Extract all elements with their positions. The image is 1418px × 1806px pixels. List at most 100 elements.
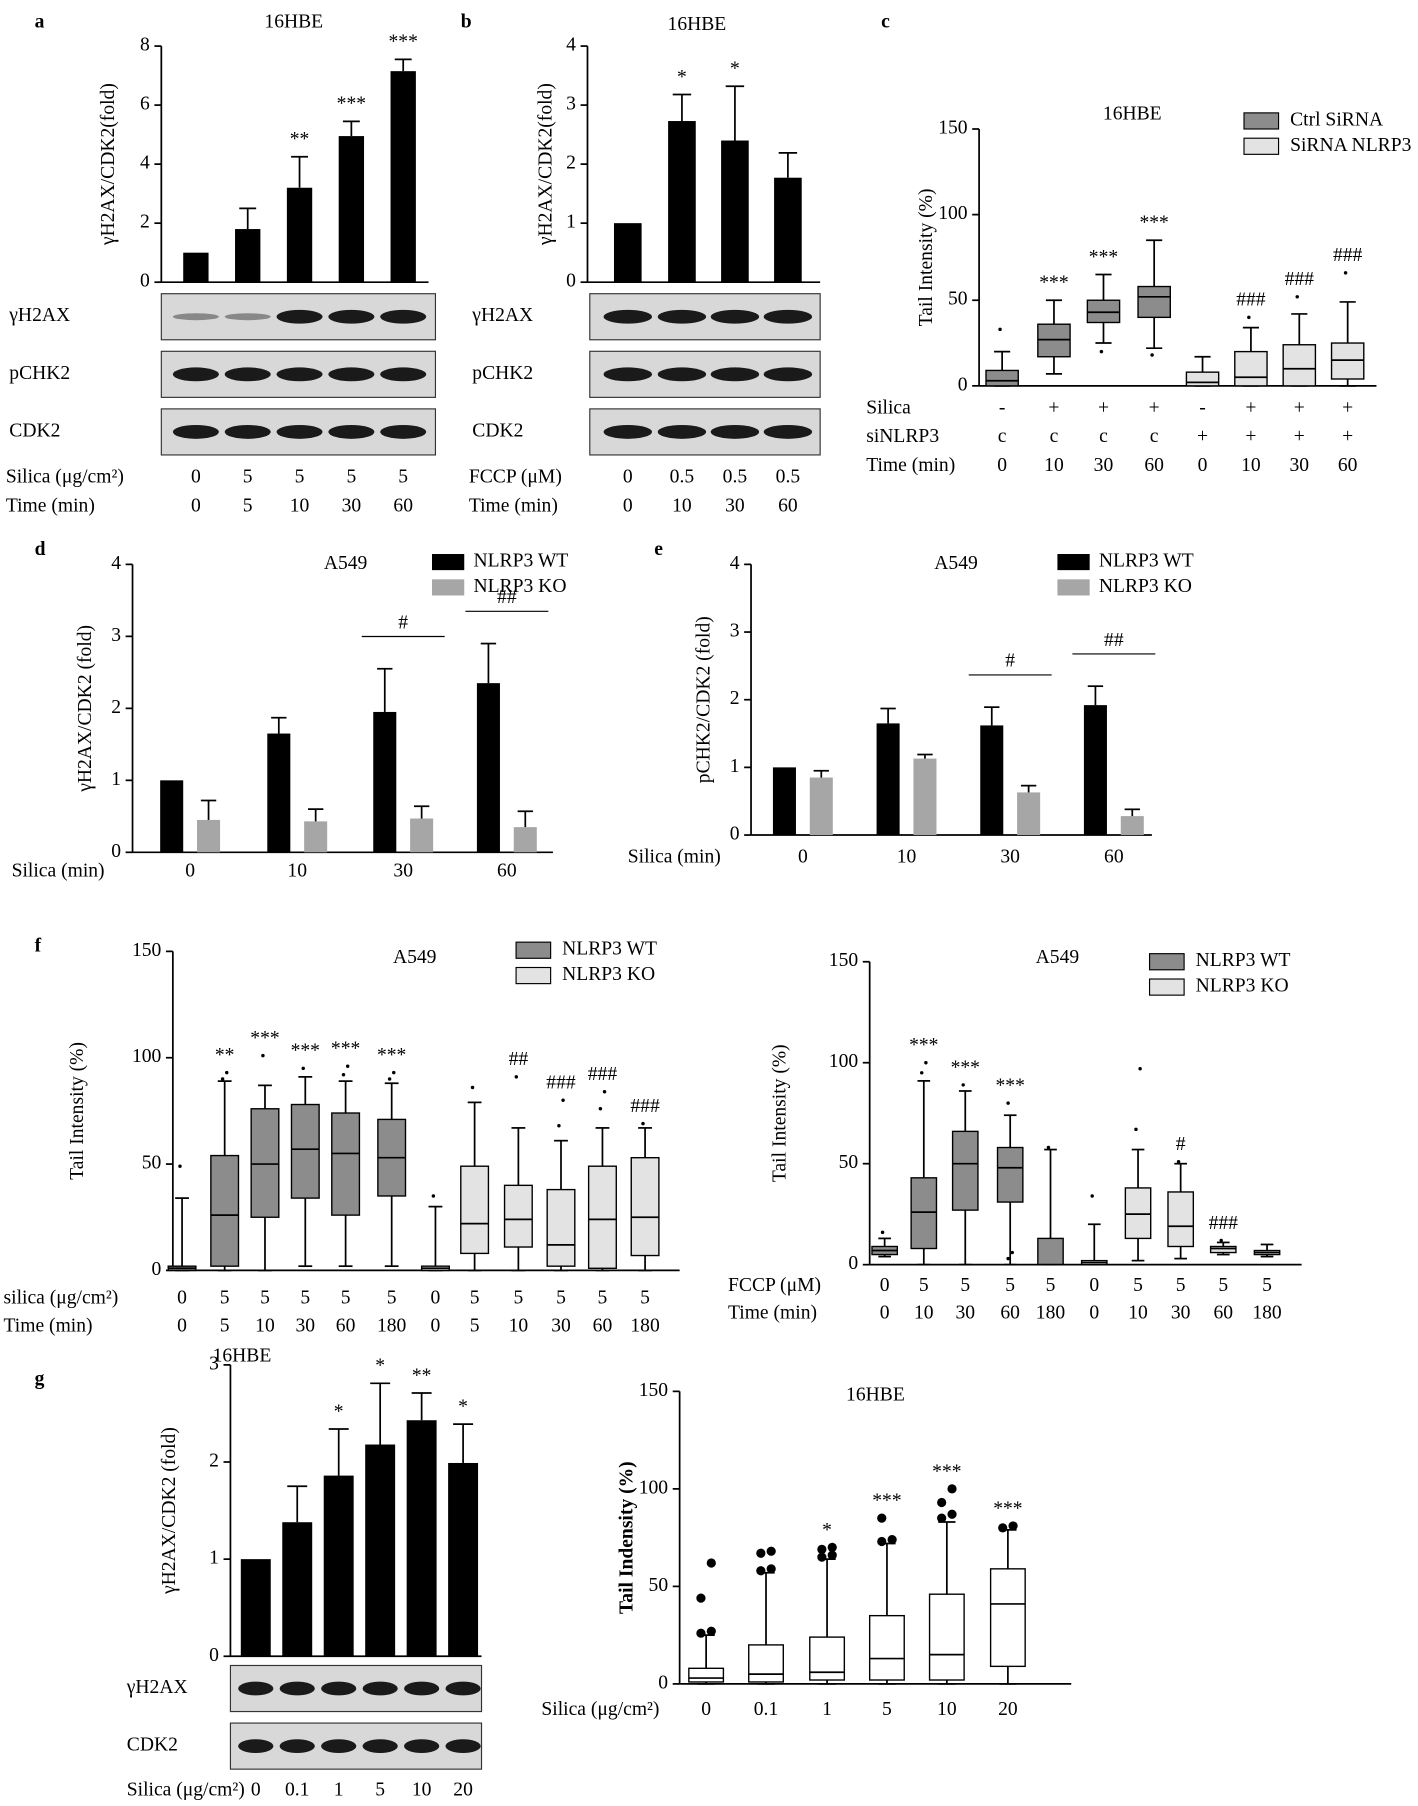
panel-letter: e [654,539,663,560]
y-axis-label: pCHK2/CDK2 (fold) [693,616,714,783]
row-value: 0 [251,1780,261,1801]
x-tick-label: 10 [897,847,917,868]
outlier [431,1194,436,1198]
blot-band [657,425,707,439]
significance-label: ### [1209,1213,1239,1234]
blot-label: γH2AX [126,1677,188,1698]
significance-label: *** [932,1461,961,1482]
x-tick-label: 10 [287,860,307,881]
y-axis-label: Tail Intensity (%) [769,1044,790,1182]
panel-letter: a [35,12,45,33]
blot-band [224,313,271,321]
row-value: 60 [593,1315,613,1336]
box [928,1593,965,1681]
outlier [178,1164,182,1168]
blot-band [321,1739,357,1754]
legend-swatch [1057,554,1090,571]
legend-label: NLRP3 KO [562,964,655,985]
legend-label: NLRP3 WT [1196,950,1291,971]
significance-label: *** [389,32,418,53]
legend-swatch [1148,978,1185,996]
bar [267,733,291,853]
y-tick-label: 50 [948,289,968,310]
row-value: 30 [296,1315,316,1336]
blot-label: pCHK2 [9,363,70,384]
y-tick-label: 1 [566,212,576,233]
bar [160,780,184,853]
bar [373,711,397,853]
bar [1120,816,1144,836]
blot-band [657,309,707,324]
bar [772,767,796,836]
legend-label: NLRP3 KO [1196,976,1289,997]
row-value: 30 [725,495,745,516]
row-value: 10 [1241,455,1261,476]
row-value: 5 [220,1315,230,1336]
blot-band [710,309,760,324]
blot-label: γH2AX [8,305,70,326]
y-tick-label: 100 [938,203,968,224]
row-value: 5 [1005,1275,1015,1296]
row-value: - [1199,397,1206,418]
legend-label: SiRNA NLRP3 [1290,135,1412,156]
blot-band [224,367,271,382]
row-value: 0 [623,495,633,516]
significance-label: *** [1039,273,1068,294]
box [1037,1237,1064,1266]
box [210,1154,240,1267]
y-tick-label: 2 [111,697,121,718]
y-tick-label: 2 [730,688,740,709]
row-value: 5 [1133,1275,1143,1296]
significance-label: ## [497,587,517,608]
blot-band [279,1681,315,1696]
row-value: 5 [1218,1275,1228,1296]
bar [980,725,1004,836]
row-label: Time (min) [4,1315,93,1336]
outlier [706,1558,716,1568]
outlier [341,1073,346,1077]
row-value: 5 [387,1288,397,1309]
row-value: 5 [260,1288,270,1309]
significance-label: *** [909,1035,938,1056]
legend-swatch [1148,953,1185,971]
chart-title: A549 [934,553,978,574]
outlier [961,1083,965,1087]
outlier [766,1564,776,1574]
row-value: 60 [1338,455,1358,476]
outlier [827,1542,837,1552]
row-value: 60 [393,495,413,516]
panel-letter: g [35,1368,45,1389]
blot-band [328,367,375,382]
outlier [1150,353,1154,357]
x-tick-label: 0 [185,860,195,881]
bar [197,819,221,853]
chart-title: 16HBE [1103,104,1162,125]
box [1167,1191,1195,1248]
bar [286,187,313,283]
blot-band [763,425,813,439]
significance-label: *** [1089,247,1118,268]
blot-band [763,309,813,324]
row-label: siNLRP3 [866,426,939,447]
blot-band [276,367,323,382]
bar [410,818,434,853]
bar [406,1420,437,1657]
row-value: 0.5 [723,466,748,487]
row-value: + [1245,426,1256,447]
bar [338,136,365,283]
outlier [1343,271,1348,275]
row-value: 5 [640,1288,650,1309]
outlier [1295,295,1299,299]
row-value: c [998,426,1007,447]
row-label: Time (min) [469,495,558,516]
significance-label: ### [546,1073,576,1094]
row-value: 5 [375,1780,385,1801]
outlier [766,1546,776,1556]
row-label: Silica [866,397,911,418]
blot-label: γH2AX [471,305,533,326]
box [1124,1187,1152,1240]
blot-band [380,309,427,324]
blot-band [362,1681,398,1696]
outlier [1247,315,1251,320]
